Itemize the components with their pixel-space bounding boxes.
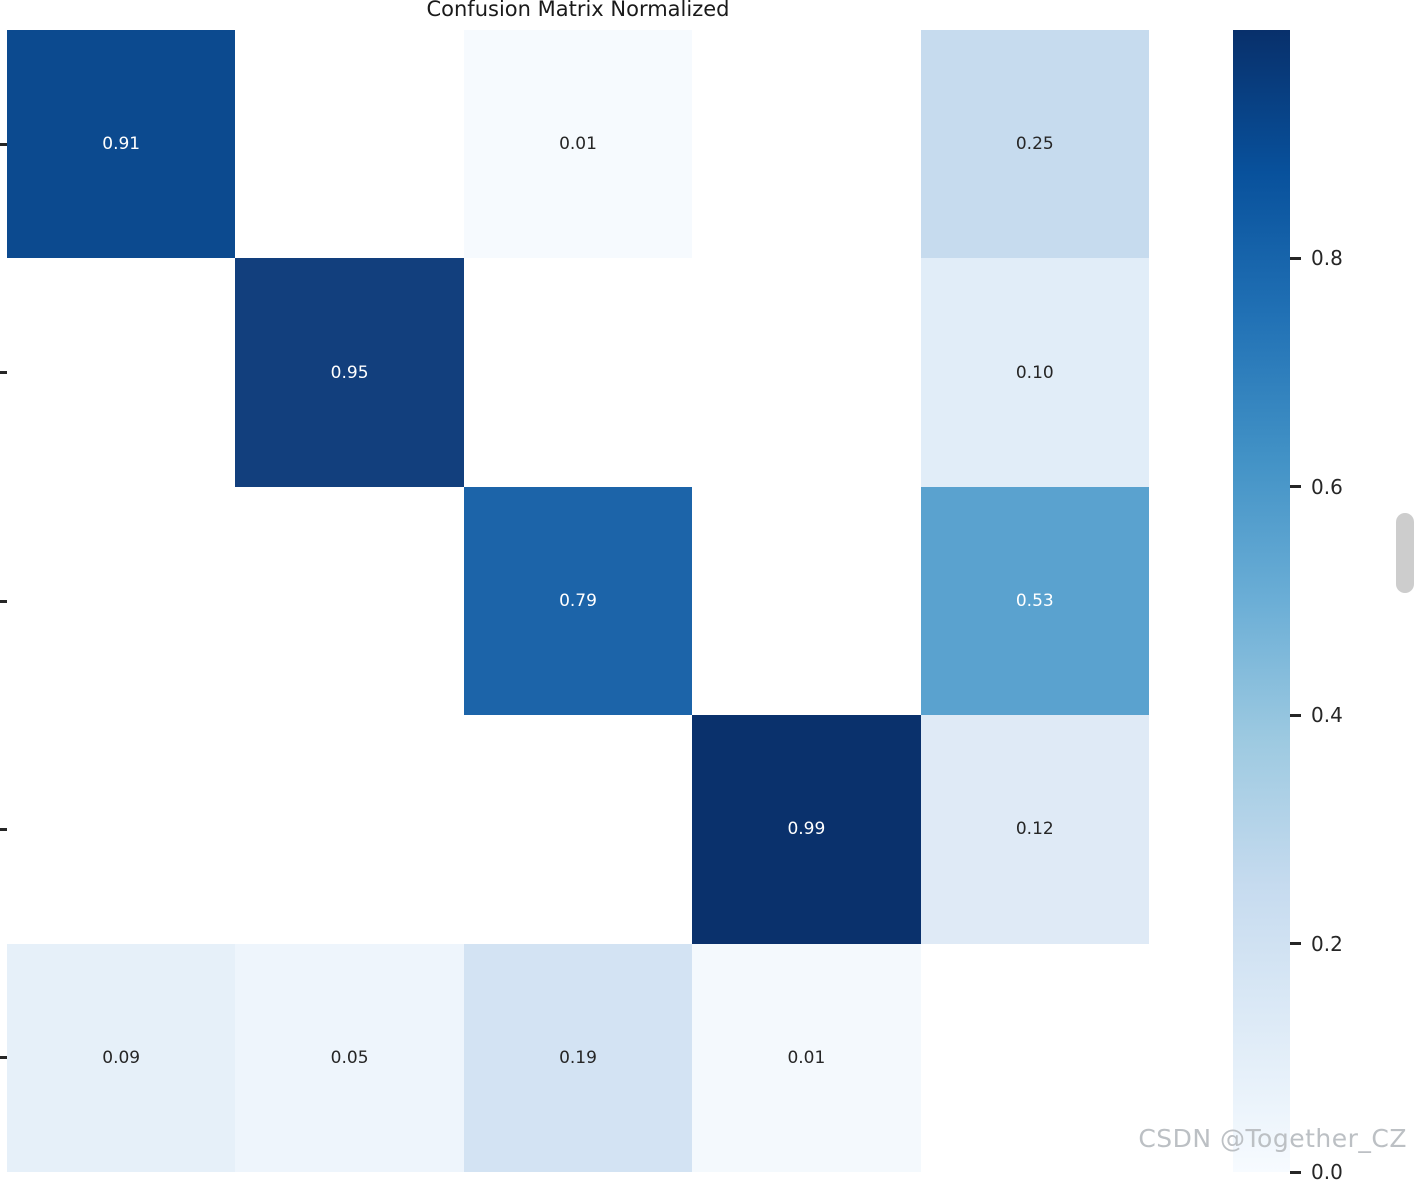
matrix-cell: 0.79	[463, 486, 693, 716]
y-axis-ticks	[0, 30, 7, 1172]
matrix-cell-value: 0.79	[559, 590, 597, 611]
matrix-cell: 0.53	[920, 486, 1149, 716]
matrix-cell: 0.19	[463, 943, 693, 1172]
colorbar-tick-mark	[1290, 485, 1301, 489]
matrix-cell-value: 0.91	[102, 134, 141, 155]
colorbar-tick-label: 0.8	[1311, 246, 1343, 271]
colorbar-tick-mark	[1290, 1170, 1301, 1174]
watermark-text: CSDN @Together_CZ	[1138, 1124, 1407, 1153]
matrix-cell	[920, 943, 1149, 1172]
matrix-cell	[7, 486, 236, 716]
matrix-cell	[692, 30, 921, 259]
matrix-cell-value: 0.95	[330, 362, 369, 383]
colorbar-tick-mark	[1290, 256, 1301, 260]
matrix-cell: 0.95	[235, 258, 464, 487]
matrix-cell-value: 0.09	[102, 1047, 141, 1068]
matrix-cell	[692, 258, 921, 487]
matrix-cell: 0.99	[692, 715, 921, 944]
scrollbar-thumb[interactable]	[1396, 513, 1414, 593]
matrix-cell	[235, 715, 464, 944]
matrix-cell-value: 0.25	[1015, 134, 1054, 155]
matrix-cell-value: 0.05	[330, 1047, 369, 1068]
matrix-cell-value: 0.01	[559, 134, 597, 155]
colorbar-tick-label: 0.0	[1311, 1160, 1343, 1184]
matrix-cell: 0.91	[7, 30, 236, 259]
y-axis-tick-mark	[0, 371, 7, 375]
colorbar	[1233, 30, 1290, 1172]
colorbar-tick-mark	[1290, 713, 1301, 717]
matrix-cell: 0.25	[920, 30, 1149, 259]
y-axis-tick-mark	[0, 827, 7, 831]
y-axis-tick-mark	[0, 599, 7, 603]
matrix-cell-value: 0.19	[559, 1047, 597, 1068]
matrix-cell-value: 0.99	[787, 819, 826, 840]
matrix-cell-value: 0.53	[1015, 590, 1054, 611]
matrix-cell	[463, 715, 693, 944]
matrix-cell	[7, 258, 236, 487]
matrix-cell: 0.01	[692, 943, 921, 1172]
y-axis-tick-mark	[0, 142, 7, 146]
matrix-cell-value: 0.12	[1015, 819, 1054, 840]
chart-title: Confusion Matrix Normalized	[426, 0, 730, 21]
matrix-cell	[235, 486, 464, 716]
matrix-cell: 0.12	[920, 715, 1149, 944]
matrix-cell-value: 0.10	[1015, 362, 1054, 383]
colorbar-tick-label: 0.2	[1311, 931, 1343, 956]
matrix-cell	[235, 30, 464, 259]
matrix-cell	[463, 258, 693, 487]
matrix-cell: 0.05	[235, 943, 464, 1172]
matrix-cell: 0.09	[7, 943, 236, 1172]
matrix-cell	[7, 715, 236, 944]
y-axis-tick-mark	[0, 1056, 7, 1060]
colorbar-ticks: 0.8 0.6 0.4 0.2 0.0	[1290, 30, 1410, 1184]
colorbar-tick-mark	[1290, 942, 1301, 946]
heatmap-grid: 0.91 0.01 0.25 0.95 0.10 0.79 0.53 0.99 0.12 0.09…	[7, 30, 1149, 1172]
colorbar-tick-label: 0.4	[1311, 703, 1343, 728]
matrix-cell-value: 0.01	[787, 1047, 826, 1068]
colorbar-tick-label: 0.6	[1311, 474, 1343, 499]
matrix-cell	[692, 486, 921, 716]
matrix-cell: 0.10	[920, 258, 1149, 487]
matrix-cell: 0.01	[463, 30, 693, 259]
